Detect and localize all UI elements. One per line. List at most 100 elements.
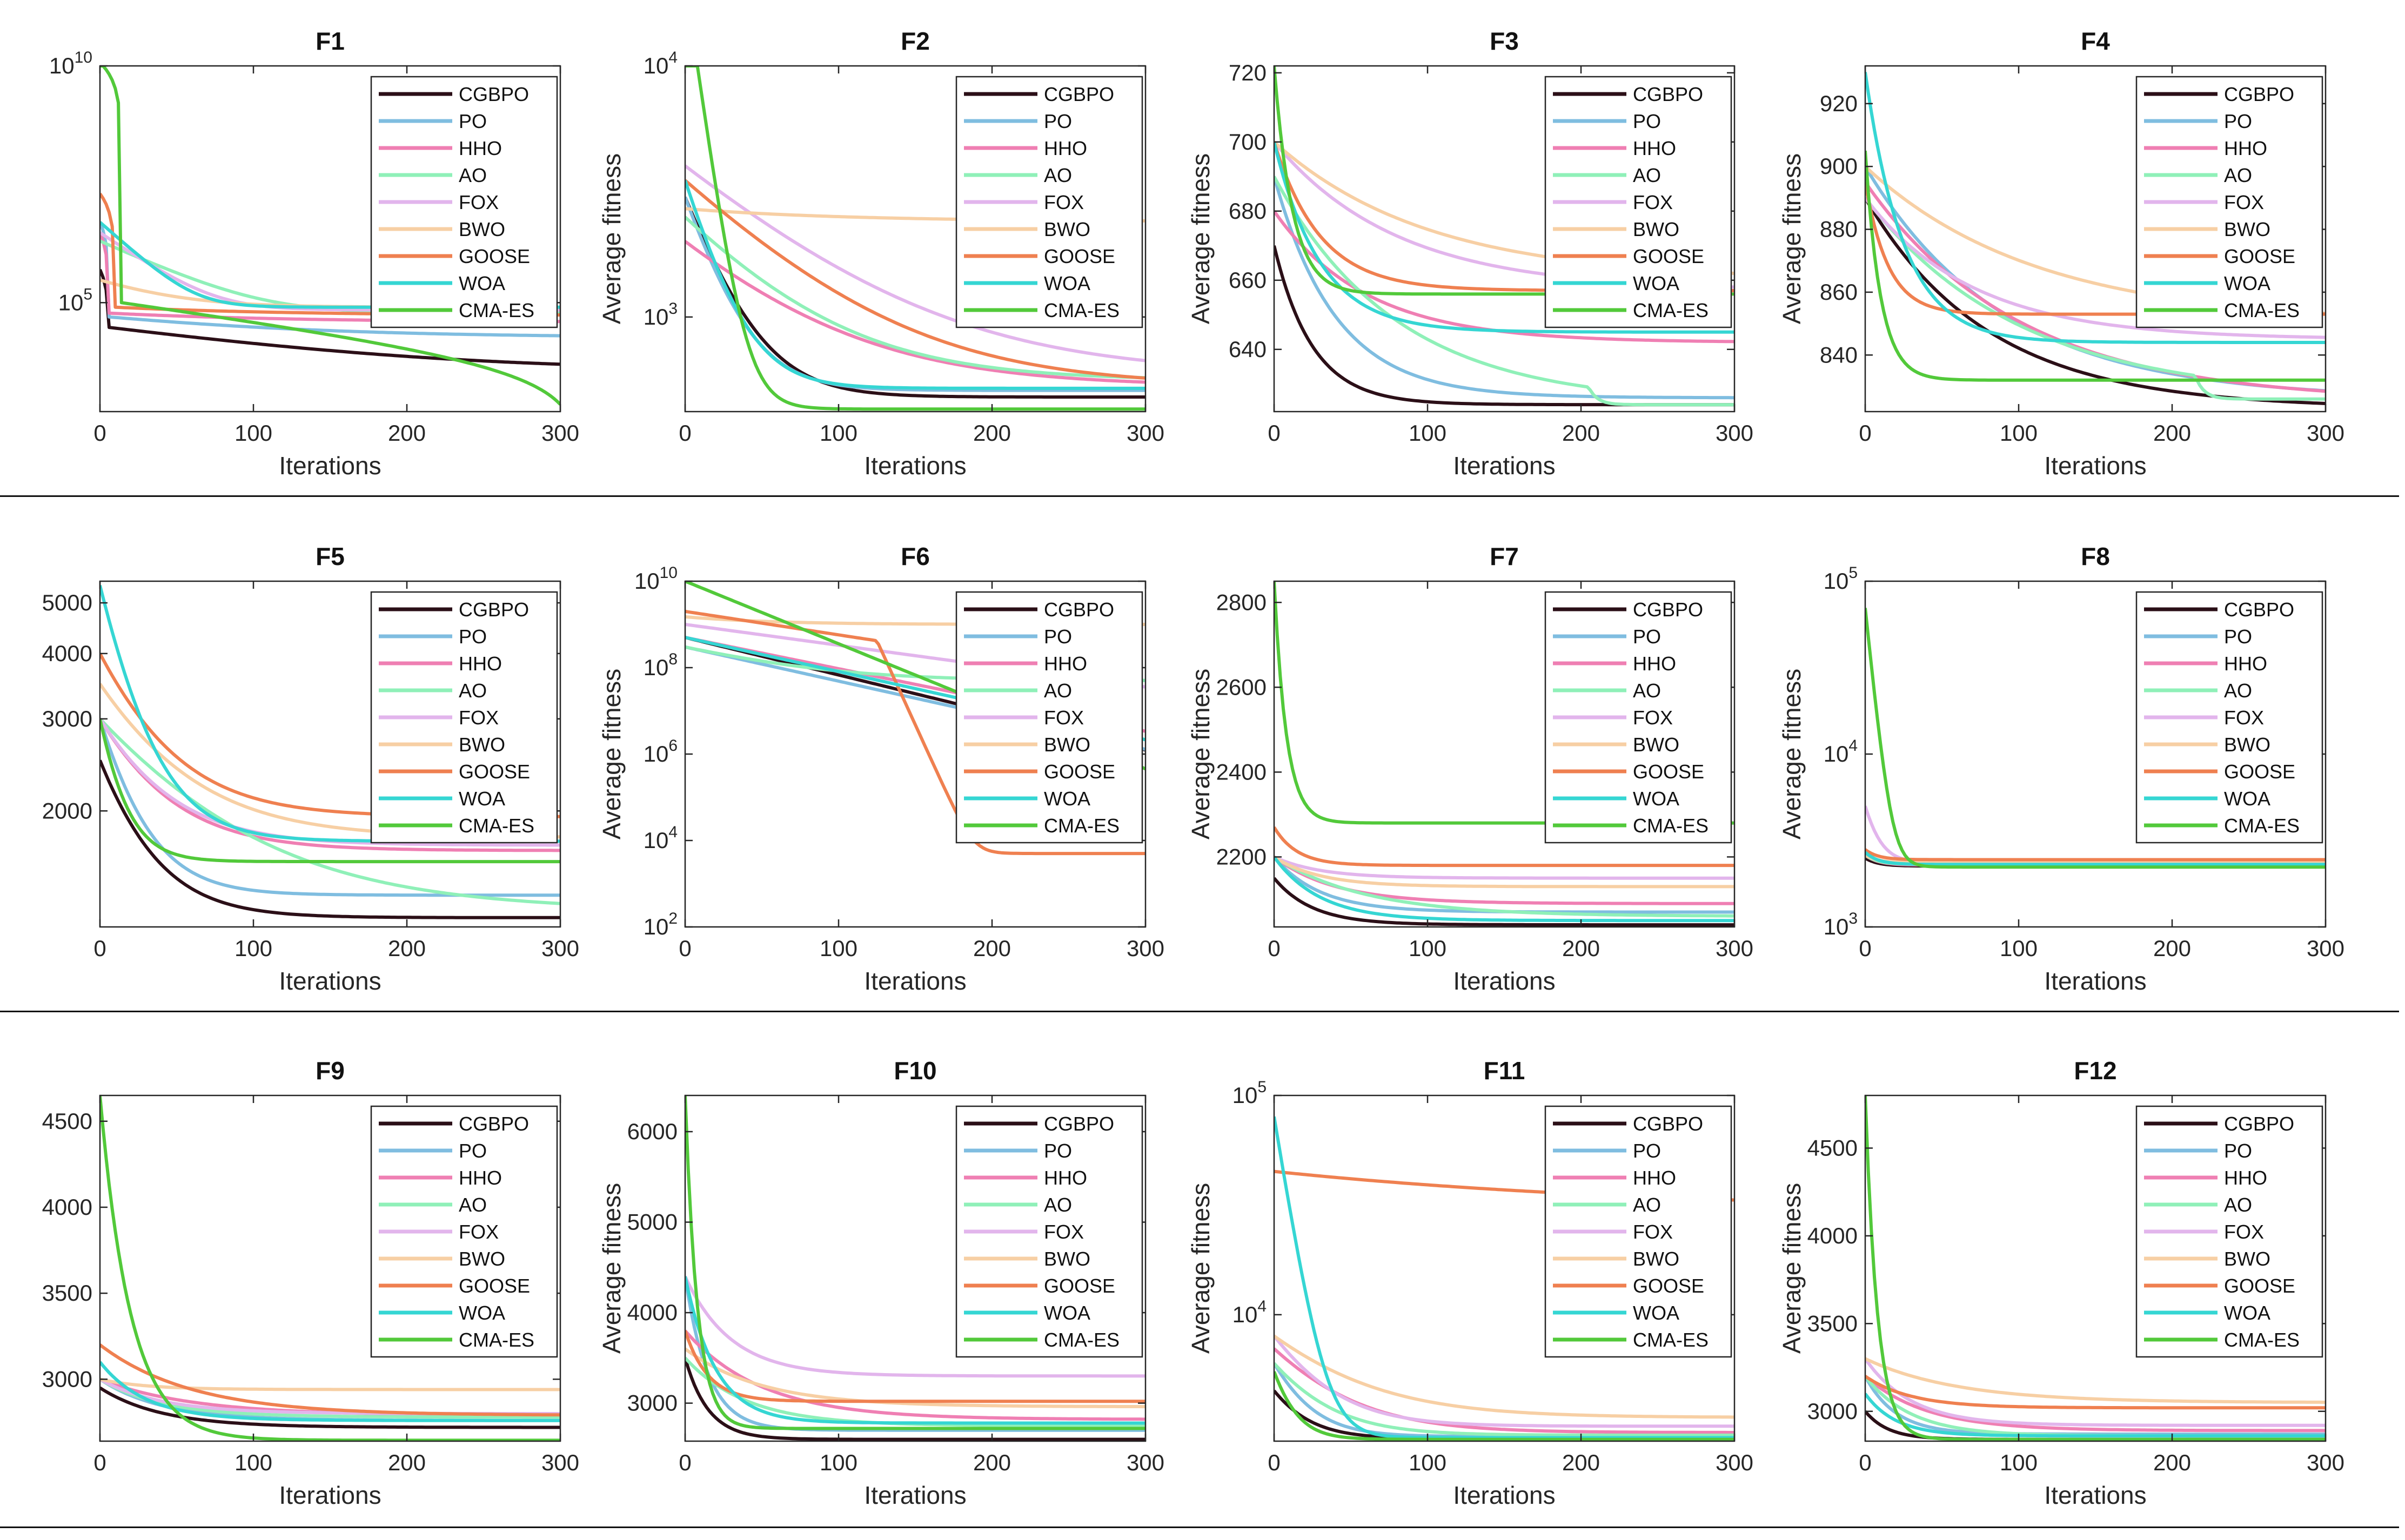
x-tick-label: 300 [1716,420,1753,446]
legend: CGBPO PO HHO AO FOX BWO GOOSE WOA CMA-ES [1544,591,1732,844]
series-line-po [100,221,560,338]
series-line-goose [1865,848,2326,862]
legend-label: BWO [1044,734,1090,756]
series-line-bwo [685,1347,1145,1409]
legend-label: BWO [1044,218,1090,240]
legend-label: FOX [2224,1221,2264,1243]
chart-title: F7 [1490,542,1519,570]
legend: CGBPO PO HHO AO FOX BWO GOOSE WOA CMA-ES [1544,76,1732,328]
legend-label: WOA [2224,1302,2270,1324]
x-tick-label: 100 [1409,420,1446,446]
chart-title: F11 [1484,1057,1525,1085]
legend-label: FOX [1633,1221,1673,1243]
legend-label: AO [1633,1194,1661,1216]
y-axis-label: Average fitness [1778,1183,1806,1354]
y-tick-label: 4000 [627,1300,678,1325]
legend-label: CGBPO [1633,598,1703,621]
legend-label: AO [459,1194,487,1216]
legend-label: FOX [459,707,499,729]
plot-area [99,65,561,413]
series-line-bwo [1274,1334,1734,1419]
y-tick-label: 6000 [627,1119,678,1144]
legend-label: WOA [2224,272,2270,294]
chart-panel-f5: F5 0 100 200 300 Iterations 2000 3000 4000 5000 CG… [42,542,579,995]
plot-area [99,580,561,928]
chart-title: F10 [894,1057,936,1085]
y-tick-label: 104 [644,49,678,78]
x-tick-label: 0 [93,936,106,961]
legend-label: AO [2224,680,2252,702]
y-tick-label: 2000 [42,798,92,823]
legend-label: FOX [1633,191,1673,213]
x-tick-label: 200 [973,420,1011,446]
x-tick-label: 0 [1859,1450,1871,1475]
plot-area [1273,580,1736,928]
legend-label: PO [1633,626,1661,648]
x-tick-label: 100 [2000,420,2038,446]
x-tick-label: 300 [2307,936,2344,961]
legend-label: FOX [459,1221,499,1243]
series-line-po [685,1276,1145,1432]
x-tick-label: 0 [1268,420,1280,446]
x-axis-label: Iterations [1453,452,1555,480]
y-tick-label: 4000 [42,641,92,666]
legend-label: CGBPO [1044,598,1114,621]
plot-area [1864,65,2327,413]
legend-label: WOA [459,788,505,810]
legend-label: FOX [1633,707,1673,729]
y-tick-label: 920 [1820,91,1858,116]
legend: CGBPO PO HHO AO FOX BWO GOOSE WOA CMA-ES [370,591,558,844]
legend: CGBPO PO HHO AO FOX BWO GOOSE WOA CMA-ES [370,1105,558,1358]
legend-label: GOOSE [459,1275,530,1297]
legend-label: BWO [1633,734,1679,756]
legend-label: CGBPO [2224,1113,2294,1135]
series-line-cma-es [1865,150,2326,382]
legend-label: GOOSE [1044,1275,1115,1297]
y-tick-label: 2200 [1216,844,1267,869]
legend-label: FOX [459,191,499,213]
x-tick-label: 0 [93,420,106,446]
legend-label: GOOSE [2224,1275,2295,1297]
y-tick-label: 640 [1229,337,1267,362]
x-axis-label: Iterations [864,1481,966,1509]
y-tick-label: 2600 [1216,674,1267,700]
chart-panel-f10: F10 0 100 200 300 Iterations 3000 4000 5000 6000 A… [598,1057,1164,1509]
legend-label: PO [459,1140,487,1162]
chart-title: F1 [316,27,345,55]
y-tick-label: 108 [644,650,678,680]
x-tick-label: 100 [1409,1450,1446,1475]
legend: CGBPO PO HHO AO FOX BWO GOOSE WOA CMA-ES [955,591,1143,844]
legend-label: GOOSE [459,245,530,267]
series-line-goose [1274,826,1734,867]
legend-label: AO [1044,164,1072,186]
legend-label: WOA [1044,272,1090,294]
legend-label: WOA [1044,788,1090,810]
legend-label: CMA-ES [1633,815,1709,837]
legend-label: HHO [459,653,502,675]
legend: CGBPO PO HHO AO FOX BWO GOOSE WOA CMA-ES [370,76,558,328]
y-tick-label: 3000 [627,1390,678,1416]
x-axis-label: Iterations [279,1481,381,1509]
legend-label: CGBPO [1044,83,1114,105]
series-line-bwo [1274,855,1734,889]
chart-title: F3 [1490,27,1519,55]
series-line-ao [1865,197,2326,401]
plot-area [1273,1094,1736,1442]
series-line-goose [685,1330,1145,1403]
x-tick-label: 0 [679,936,691,961]
series-line-ao [100,1377,560,1419]
legend-label: CGBPO [1044,1113,1114,1135]
series-line-hho [1274,1347,1734,1434]
x-axis-label: Iterations [2044,1481,2146,1509]
series-line-ao [685,216,1145,380]
y-tick-label: 104 [644,823,678,853]
chart-panel-f9: F9 0 100 200 300 Iterations 3000 3500 4000 4500 CG… [42,1057,579,1509]
series-line-fox [1865,197,2326,339]
y-tick-label: 3500 [1807,1310,1858,1336]
x-tick-label: 100 [820,420,858,446]
legend-label: GOOSE [1633,1275,1704,1297]
y-axis-label: Average fitness [598,153,626,324]
legend-label: HHO [2224,137,2267,159]
legend-label: CMA-ES [1044,299,1120,321]
